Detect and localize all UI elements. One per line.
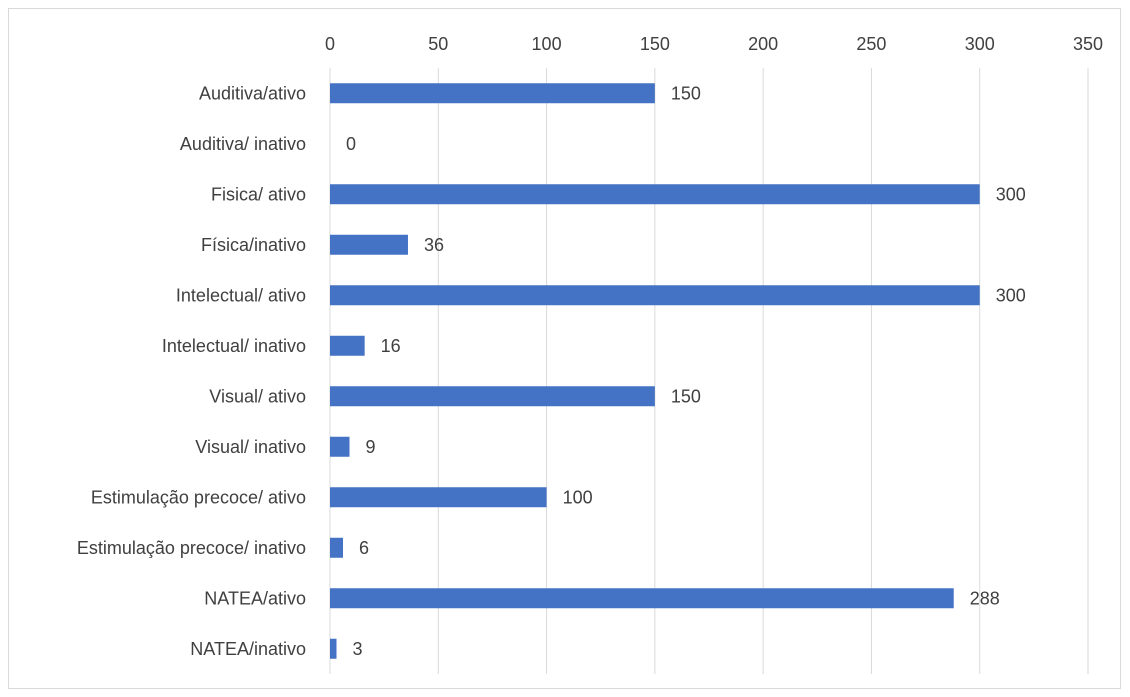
x-tick-label-300: 300 <box>965 34 995 54</box>
x-tick-label-250: 250 <box>856 34 886 54</box>
data-label-10: 6 <box>359 538 369 558</box>
bar-3 <box>330 184 980 205</box>
category-label-5: Intelectual/ ativo <box>176 285 306 305</box>
category-labels: Auditiva/ativo Auditiva/ inativo Fisica/ a… <box>77 83 306 659</box>
gridlines <box>329 68 1089 674</box>
data-label-3: 300 <box>996 184 1026 204</box>
category-label-7: Visual/ ativo <box>209 386 306 406</box>
x-tick-label-200: 200 <box>748 34 778 54</box>
data-label-12: 3 <box>352 639 362 659</box>
data-label-4: 36 <box>424 235 444 255</box>
x-tick-label-100: 100 <box>532 34 562 54</box>
bar-4 <box>330 234 408 255</box>
data-label-5: 300 <box>996 285 1026 305</box>
x-tick-label-0: 0 <box>325 34 335 54</box>
bars <box>330 83 980 659</box>
data-label-11: 288 <box>970 588 1000 608</box>
data-label-9: 100 <box>563 487 593 507</box>
category-label-10: Estimulação precoce/ inativo <box>77 538 306 558</box>
x-tick-label-350: 350 <box>1073 34 1103 54</box>
data-label-1: 150 <box>671 83 701 103</box>
category-label-6: Intelectual/ inativo <box>162 336 306 356</box>
data-label-7: 150 <box>671 386 701 406</box>
category-label-9: Estimulação precoce/ ativo <box>91 487 306 507</box>
category-label-8: Visual/ inativo <box>195 437 306 457</box>
x-tick-label-150: 150 <box>640 34 670 54</box>
bar-9 <box>330 487 547 508</box>
chart-frame <box>8 8 1121 689</box>
category-label-4: Física/inativo <box>201 235 306 255</box>
category-label-2: Auditiva/ inativo <box>180 134 306 154</box>
category-label-12: NATEA/inativo <box>190 639 306 659</box>
x-axis-ticks: 0 50 100 150 200 250 300 350 <box>325 34 1103 54</box>
x-tick-label-50: 50 <box>428 34 448 54</box>
bar-5 <box>330 285 980 306</box>
category-label-3: Fisica/ ativo <box>211 184 306 204</box>
data-label-2: 0 <box>346 134 356 154</box>
data-label-6: 16 <box>381 336 401 356</box>
category-label-1: Auditiva/ativo <box>199 83 306 103</box>
bar-1 <box>330 83 655 104</box>
bar-6 <box>330 335 365 356</box>
data-label-8: 9 <box>365 437 375 457</box>
bar-12 <box>330 638 337 659</box>
bar-7 <box>330 386 655 407</box>
data-labels: 150 0 300 36 300 16 150 9 100 6 288 3 <box>346 83 1026 659</box>
bar-11 <box>330 588 954 609</box>
category-label-11: NATEA/ativo <box>204 588 306 608</box>
bar-8 <box>330 436 350 457</box>
bar-10 <box>330 537 343 558</box>
